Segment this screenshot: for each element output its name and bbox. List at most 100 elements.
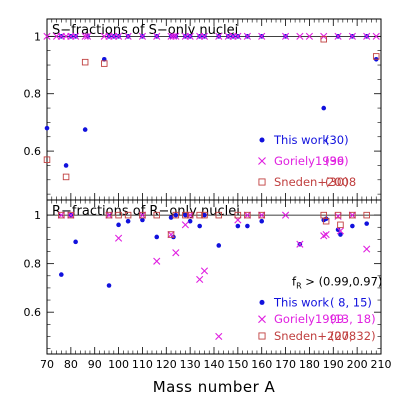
data-point	[196, 211, 203, 219]
data-point	[334, 211, 342, 219]
data-point	[187, 218, 193, 224]
x-tick-label: 110	[132, 358, 153, 371]
data-point	[183, 212, 188, 218]
data-point	[363, 211, 370, 219]
legend-series-name: Sneden+2008	[274, 175, 356, 189]
s-fraction-panel: 0.6 0.8 1 S−fractions of S−only nuclei This …	[24, 18, 382, 201]
data-point	[181, 221, 189, 229]
data-point	[125, 218, 131, 224]
x-tick-label: 130	[180, 358, 201, 371]
data-point	[296, 32, 304, 40]
legend-marker	[259, 299, 265, 305]
x-tick-label: 90	[88, 358, 102, 371]
y-tick-label: 1	[34, 30, 41, 43]
data-point	[153, 32, 161, 40]
legend-marker	[259, 137, 265, 143]
data-point	[296, 240, 304, 248]
data-point	[67, 211, 75, 219]
data-point	[172, 249, 180, 257]
data-point	[186, 211, 194, 219]
x-tick-label: 70	[40, 358, 54, 371]
data-point	[154, 234, 160, 240]
data-point	[140, 217, 145, 223]
data-point	[372, 32, 380, 40]
data-point	[169, 32, 178, 40]
legend-series-name: This work	[273, 295, 329, 309]
y-tick-label: 0.8	[24, 88, 42, 101]
data-point	[243, 211, 251, 219]
data-point	[124, 211, 132, 219]
x-tick-label: 80	[64, 358, 78, 371]
y-tick-label: 0.6	[24, 306, 42, 319]
legend-series-count: (30)	[325, 133, 349, 147]
data-point	[364, 221, 369, 226]
data-point	[258, 32, 266, 40]
data-point	[320, 211, 327, 219]
data-point	[59, 272, 64, 277]
data-point	[115, 211, 122, 219]
data-point	[235, 223, 241, 229]
data-point	[320, 35, 327, 43]
legend-series-name: Sneden+2008	[274, 329, 356, 343]
legend-series-count: (36)	[325, 154, 349, 168]
legend: This work(30)Goriely1999(36)Sneden+2008(…	[258, 133, 356, 189]
y-tick-label: 0.8	[24, 258, 42, 271]
data-point	[44, 125, 50, 131]
data-point	[337, 221, 344, 229]
legend-series-name: Goriely1999	[274, 312, 344, 326]
data-point	[82, 127, 88, 132]
data-point	[338, 232, 343, 237]
data-point	[81, 32, 89, 40]
x-tick-label: 160	[251, 358, 272, 371]
data-point	[83, 32, 92, 40]
data-point	[245, 223, 250, 229]
data-point	[258, 211, 265, 219]
x-tick-label: 140	[204, 358, 225, 371]
data-point	[57, 211, 65, 219]
data-point	[200, 32, 209, 40]
data-point	[139, 211, 146, 219]
data-point	[67, 211, 75, 219]
series-sneden-2008	[58, 211, 370, 238]
data-point	[334, 212, 342, 220]
data-point	[106, 283, 112, 288]
data-point	[81, 58, 89, 66]
x-tick-label: 200	[347, 358, 368, 371]
data-point	[201, 211, 208, 219]
data-point	[350, 223, 355, 229]
data-point	[349, 211, 356, 219]
data-point	[215, 332, 223, 341]
data-point	[62, 173, 70, 181]
data-point	[259, 218, 265, 224]
data-point	[172, 211, 180, 219]
data-point	[138, 32, 147, 40]
data-point	[281, 32, 290, 40]
data-point	[63, 163, 69, 168]
data-point	[372, 53, 380, 60]
data-point	[321, 105, 327, 111]
x-tick-label: 150	[227, 358, 248, 371]
data-point	[363, 245, 371, 253]
data-point	[322, 217, 330, 225]
data-point	[334, 32, 342, 40]
panel-title: S−fractions of S−only nuclei	[52, 23, 238, 38]
data-point	[105, 211, 113, 219]
data-point	[105, 211, 113, 219]
data-point	[348, 211, 356, 219]
r-fraction-panel: 0.6 0.8 1 R−fractions of R−only nuclei fR > …	[24, 199, 392, 396]
x-tick-label: 190	[323, 358, 344, 371]
series-this-work	[44, 34, 379, 168]
data-point	[172, 32, 180, 40]
data-point	[322, 230, 330, 239]
data-point	[101, 60, 108, 67]
data-point	[72, 32, 80, 40]
fr-threshold-label: fR > (0.99,0.97)	[292, 275, 382, 291]
data-point	[167, 231, 175, 238]
legend-marker	[258, 315, 266, 324]
series-goriely1999	[43, 32, 380, 40]
data-point	[244, 211, 251, 219]
data-point	[173, 212, 179, 218]
data-point	[363, 32, 371, 40]
legend-series-count: (27, 32)	[330, 329, 376, 343]
